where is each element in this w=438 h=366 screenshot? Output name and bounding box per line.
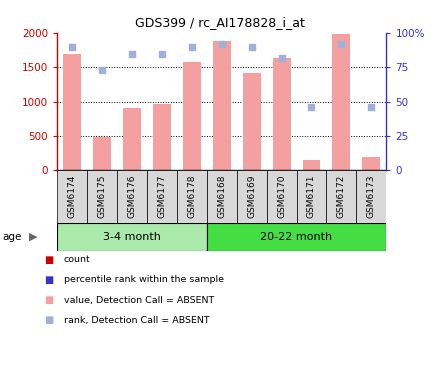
Text: GDS399 / rc_AI178828_i_at: GDS399 / rc_AI178828_i_at [134, 16, 304, 30]
Bar [63, 53, 81, 170]
Bar [206, 170, 236, 223]
Bar [302, 160, 320, 170]
Bar [93, 137, 111, 170]
Text: GSM6178: GSM6178 [187, 175, 196, 219]
Text: ■: ■ [44, 275, 53, 285]
Bar [182, 62, 200, 170]
Text: count: count [64, 255, 90, 264]
Bar [212, 41, 230, 170]
Point [307, 104, 314, 110]
Text: GSM6177: GSM6177 [157, 175, 166, 219]
Text: GSM6169: GSM6169 [247, 175, 255, 219]
Point [158, 51, 165, 56]
Text: rank, Detection Call = ABSENT: rank, Detection Call = ABSENT [64, 316, 209, 325]
Text: GSM6171: GSM6171 [306, 175, 315, 219]
Bar [266, 170, 296, 223]
Bar [57, 223, 206, 251]
Text: GSM6174: GSM6174 [67, 175, 76, 219]
Text: value, Detection Call = ABSENT: value, Detection Call = ABSENT [64, 296, 213, 305]
Bar [242, 73, 260, 170]
Text: ■: ■ [44, 295, 53, 305]
Bar [117, 170, 147, 223]
Point [277, 55, 284, 60]
Bar [87, 170, 117, 223]
Point [367, 104, 374, 110]
Text: GSM6168: GSM6168 [217, 175, 226, 219]
Bar [236, 170, 266, 223]
Text: GSM6170: GSM6170 [276, 175, 286, 219]
Bar [152, 104, 170, 170]
Bar [326, 170, 356, 223]
Text: GSM6175: GSM6175 [97, 175, 106, 219]
Text: age: age [2, 232, 21, 242]
Text: percentile rank within the sample: percentile rank within the sample [64, 276, 223, 284]
Text: GSM6172: GSM6172 [336, 175, 345, 219]
Point [68, 44, 75, 49]
Bar [123, 108, 141, 170]
Bar [57, 170, 87, 223]
Point [218, 41, 225, 47]
Text: ■: ■ [44, 315, 53, 325]
Point [247, 44, 254, 49]
Point [98, 67, 105, 73]
Text: GSM6176: GSM6176 [127, 175, 136, 219]
Text: ■: ■ [44, 255, 53, 265]
Bar [356, 170, 385, 223]
Bar [332, 34, 350, 170]
Bar [147, 170, 177, 223]
Point [188, 44, 195, 49]
Point [337, 41, 344, 47]
Text: 3-4 month: 3-4 month [103, 232, 160, 242]
Text: 20-22 month: 20-22 month [260, 232, 332, 242]
Point [128, 51, 135, 56]
Bar [361, 157, 379, 170]
Text: GSM6173: GSM6173 [366, 175, 375, 219]
Text: ▶: ▶ [28, 232, 37, 242]
Bar [177, 170, 206, 223]
Bar [296, 170, 326, 223]
Bar [272, 58, 290, 170]
Bar [206, 223, 385, 251]
